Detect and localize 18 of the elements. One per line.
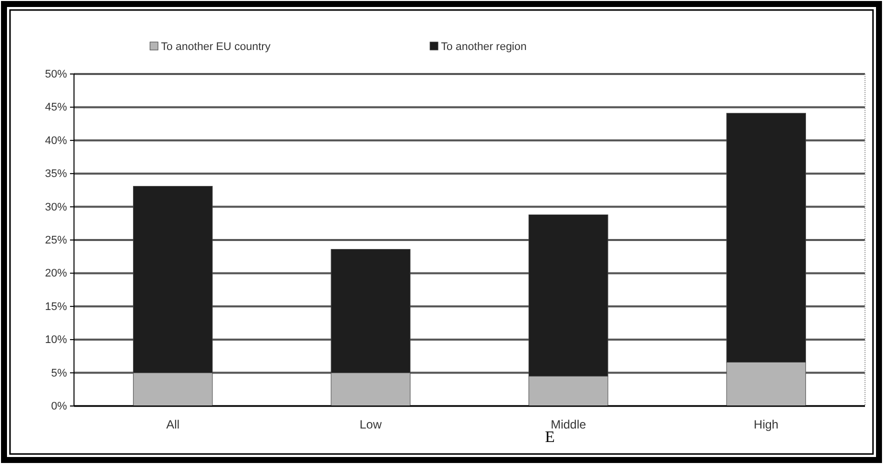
y-tick-label: 15%: [44, 300, 68, 313]
x-tick-label: High: [754, 418, 778, 432]
y-tick-label: 20%: [44, 268, 68, 280]
y-tick-label: 5%: [51, 367, 68, 380]
legend-label: To another EU country: [161, 41, 271, 53]
y-tick-label: 30%: [44, 201, 68, 214]
y-tick-label: 35%: [44, 168, 68, 180]
text: E: [545, 429, 555, 446]
x-tick-label: Low: [360, 418, 382, 432]
y-tick-label: 10%: [44, 334, 68, 346]
y-tick-label: 50%: [44, 68, 68, 81]
y-tick-label: 40%: [44, 134, 68, 147]
legend-label: To another region: [441, 41, 527, 53]
y-tick-label: 0%: [51, 400, 68, 413]
y-tick-label: 25%: [44, 234, 68, 247]
y-tick-label: 45%: [44, 102, 68, 114]
x-tick-label: Middle: [550, 418, 586, 432]
x-tick-label: All: [166, 418, 180, 432]
